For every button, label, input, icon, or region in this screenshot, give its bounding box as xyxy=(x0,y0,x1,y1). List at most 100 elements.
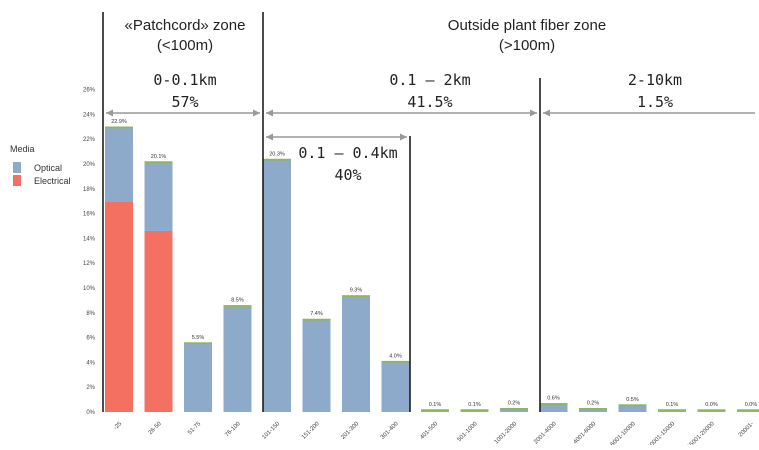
span-arrow-0-0.1km xyxy=(106,109,260,117)
legend-label-optical: Optical xyxy=(34,163,62,173)
bar-optical-501-1000 xyxy=(460,410,489,412)
bar-top-mark-2001-4000 xyxy=(539,403,568,405)
x-tick-label-2001-4000: 2001-4000 xyxy=(533,421,558,445)
x-tick-label-76-100: 76-100 xyxy=(224,421,242,439)
y-axis: 0% 2% 4% 6% 8% 10% 12% 14% 16% 18% 20% 22% 24% 26% xyxy=(83,88,96,416)
data-label-151-200: 7.4% xyxy=(310,311,323,317)
y-tick-label: 0% xyxy=(86,410,95,416)
span-label-0.1-0.4km: 0.1 – 0.4km xyxy=(298,144,397,162)
data-label-201-300: 9.3% xyxy=(350,288,363,294)
data-label-20001: 0.0% xyxy=(745,402,758,408)
bar-optical-10001-15000 xyxy=(658,410,686,412)
y-tick-label: 24% xyxy=(83,112,96,118)
bar-top-mark-6001-10000 xyxy=(618,404,647,407)
y-tick-label: 18% xyxy=(83,187,96,193)
y-tick-label: 10% xyxy=(83,286,96,292)
x-tick-label-20001: 20001- xyxy=(738,421,755,438)
bar-optical-76-100 xyxy=(223,306,252,412)
bar-optical-20001 xyxy=(737,410,759,412)
bar-electrical-26-50 xyxy=(144,230,173,412)
span-arrow-0.1-2km xyxy=(266,109,537,117)
span-arrow-2-10km xyxy=(543,109,755,117)
bars: 22.9% 20.1% 5.5% 8.5% 20.3% 7.4% 9.3% 4.0% 0.1% 0… xyxy=(105,119,759,412)
span-pct-2-10km: 1.5% xyxy=(637,93,673,111)
bar-optical-1001-2000 xyxy=(500,409,528,412)
bar-electrical-25 xyxy=(105,201,133,412)
x-tick-label-26-50: 26-50 xyxy=(148,421,164,437)
data-label-2001-4000: 0.6% xyxy=(547,396,560,402)
bar-top-mark-20001 xyxy=(737,409,759,412)
bar-top-mark-101-150 xyxy=(263,158,291,161)
x-tick-label-101-150: 101-150 xyxy=(261,421,281,441)
zone-subtitle-patchcord: (<100m) xyxy=(157,37,213,54)
bar-top-mark-76-100 xyxy=(223,305,252,307)
data-label-1001-2000: 0.2% xyxy=(508,401,521,407)
x-tick-label-1001-2000: 1001-2000 xyxy=(494,421,519,445)
bar-top-mark-501-1000 xyxy=(460,409,489,412)
data-label-101-150: 20.3% xyxy=(269,151,285,157)
y-tick-label: 16% xyxy=(83,212,96,218)
span-arrow-0.1-0.4km xyxy=(266,133,407,141)
x-tick-label-4001-6000: 4001-6000 xyxy=(573,421,598,445)
x-tick-label-25: -25 xyxy=(113,421,124,432)
bar-optical-26-50 xyxy=(144,162,173,231)
data-label-15001-20000: 0.0% xyxy=(705,402,718,408)
x-tick-label-301-400: 301-400 xyxy=(380,421,400,441)
y-tick-label: 6% xyxy=(86,336,95,342)
y-tick-label: 14% xyxy=(83,236,96,242)
legend: Media Optical Electrical xyxy=(10,144,71,186)
x-tick-label-201-300: 201-300 xyxy=(340,421,360,441)
x-tick-label-6001-10000: 6001-10000 xyxy=(610,421,637,445)
bar-top-mark-15001-20000 xyxy=(697,409,726,412)
bar-top-mark-51-75 xyxy=(184,342,212,345)
bar-optical-101-150 xyxy=(263,160,291,412)
span-pct-0.1-0.4km: 40% xyxy=(334,166,361,184)
bar-optical-201-300 xyxy=(342,296,370,412)
data-label-401-500: 0.1% xyxy=(429,402,442,408)
span-label-0-0.1km: 0-0.1km xyxy=(153,71,216,89)
bar-top-mark-401-500 xyxy=(421,409,449,412)
y-tick-label: 26% xyxy=(83,88,96,94)
bar-top-mark-201-300 xyxy=(342,295,370,297)
legend-title: Media xyxy=(10,144,35,154)
y-tick-label: 4% xyxy=(86,360,95,366)
bar-optical-301-400 xyxy=(381,362,410,412)
bar-top-mark-25 xyxy=(105,126,133,129)
data-label-26-50: 20.1% xyxy=(151,154,167,160)
y-tick-label: 22% xyxy=(83,137,96,143)
span-label-2-10km: 2-10km xyxy=(628,71,682,89)
bar-top-mark-151-200 xyxy=(302,318,331,321)
legend-label-electrical: Electrical xyxy=(34,176,71,186)
span-label-0.1-2km: 0.1 – 2km xyxy=(389,71,470,89)
bar-optical-6001-10000 xyxy=(618,405,647,412)
x-tick-label-401-500: 401-500 xyxy=(419,421,439,441)
bar-optical-4001-6000 xyxy=(579,409,607,412)
data-label-25: 22.9% xyxy=(111,119,127,125)
y-tick-label: 20% xyxy=(83,162,96,168)
span-pct-0.1-2km: 41.5% xyxy=(407,93,452,111)
bar-optical-401-500 xyxy=(421,410,449,412)
bar-top-mark-301-400 xyxy=(381,360,410,363)
x-tick-label-51-75: 51-75 xyxy=(187,421,203,437)
y-tick-label: 12% xyxy=(83,261,96,267)
legend-swatch-optical xyxy=(13,162,21,173)
x-tick-label-10001-15000: 10001-15000 xyxy=(647,421,677,445)
bar-optical-15001-20000 xyxy=(697,410,726,412)
data-label-501-1000: 0.1% xyxy=(468,402,481,408)
legend-swatch-electrical xyxy=(13,175,21,186)
bar-top-mark-4001-6000 xyxy=(579,408,607,410)
data-label-6001-10000: 0.5% xyxy=(626,397,639,403)
y-tick-label: 8% xyxy=(86,311,95,317)
zone-title-outside: Outside plant fiber zone xyxy=(448,17,606,34)
x-tick-label-15001-20000: 15001-20000 xyxy=(686,421,716,445)
bar-top-mark-10001-15000 xyxy=(658,409,686,412)
span-pct-0-0.1km: 57% xyxy=(171,93,198,111)
x-tick-label-501-1000: 501-1000 xyxy=(457,421,480,444)
data-label-51-75: 5.5% xyxy=(192,335,205,341)
bar-optical-51-75 xyxy=(184,343,212,412)
y-tick-label: 2% xyxy=(86,385,95,391)
x-axis: -25 26-50 51-75 76-100 101-150 151-200 201-300… xyxy=(113,421,755,450)
data-label-76-100: 8.5% xyxy=(231,298,244,304)
